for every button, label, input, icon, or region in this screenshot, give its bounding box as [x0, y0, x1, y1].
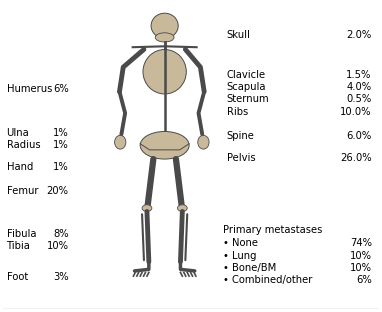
Text: 10.0%: 10.0%	[340, 107, 372, 117]
Ellipse shape	[151, 13, 178, 38]
Text: 1%: 1%	[53, 128, 69, 138]
Text: 1.5%: 1.5%	[346, 70, 372, 80]
Text: Tibia: Tibia	[6, 241, 31, 251]
Text: 26.0%: 26.0%	[340, 153, 372, 163]
Text: 2.0%: 2.0%	[346, 30, 372, 40]
Text: Hand: Hand	[6, 162, 33, 172]
Text: Radius: Radius	[6, 140, 40, 150]
Text: • Combined/other: • Combined/other	[223, 275, 312, 285]
Text: Humerus: Humerus	[6, 84, 52, 94]
Text: 74%: 74%	[350, 238, 372, 248]
Text: Fibula: Fibula	[6, 229, 36, 239]
Text: 1%: 1%	[53, 140, 69, 150]
Text: 20%: 20%	[47, 186, 69, 196]
Ellipse shape	[140, 131, 189, 159]
Text: 8%: 8%	[53, 229, 69, 239]
Text: Pelvis: Pelvis	[227, 153, 256, 163]
Text: Skull: Skull	[227, 30, 251, 40]
Text: Ribs: Ribs	[227, 107, 248, 117]
Text: • None: • None	[223, 238, 258, 248]
Text: Primary metastases: Primary metastases	[223, 225, 322, 235]
Text: 1%: 1%	[53, 162, 69, 172]
Text: 6%: 6%	[356, 275, 372, 285]
Ellipse shape	[155, 33, 174, 42]
Text: Spine: Spine	[227, 131, 255, 141]
Text: Scapula: Scapula	[227, 82, 266, 92]
Text: 4.0%: 4.0%	[346, 82, 372, 92]
Text: Femur: Femur	[6, 186, 38, 196]
Text: 0.5%: 0.5%	[346, 94, 372, 104]
Text: Sternum: Sternum	[227, 94, 269, 104]
Ellipse shape	[198, 135, 209, 149]
Ellipse shape	[142, 205, 152, 212]
Text: • Lung: • Lung	[223, 251, 256, 261]
Ellipse shape	[178, 205, 187, 212]
Text: • Bone/BM: • Bone/BM	[223, 263, 276, 273]
Text: 10%: 10%	[47, 241, 69, 251]
Text: 6.0%: 6.0%	[346, 131, 372, 141]
Text: Clavicle: Clavicle	[227, 70, 266, 80]
Text: 3%: 3%	[53, 272, 69, 282]
Text: 6%: 6%	[53, 84, 69, 94]
Ellipse shape	[143, 50, 186, 94]
Text: Foot: Foot	[6, 272, 28, 282]
Text: Ulna: Ulna	[6, 128, 29, 138]
Ellipse shape	[115, 135, 126, 149]
Text: 10%: 10%	[350, 251, 372, 261]
Text: 10%: 10%	[350, 263, 372, 273]
